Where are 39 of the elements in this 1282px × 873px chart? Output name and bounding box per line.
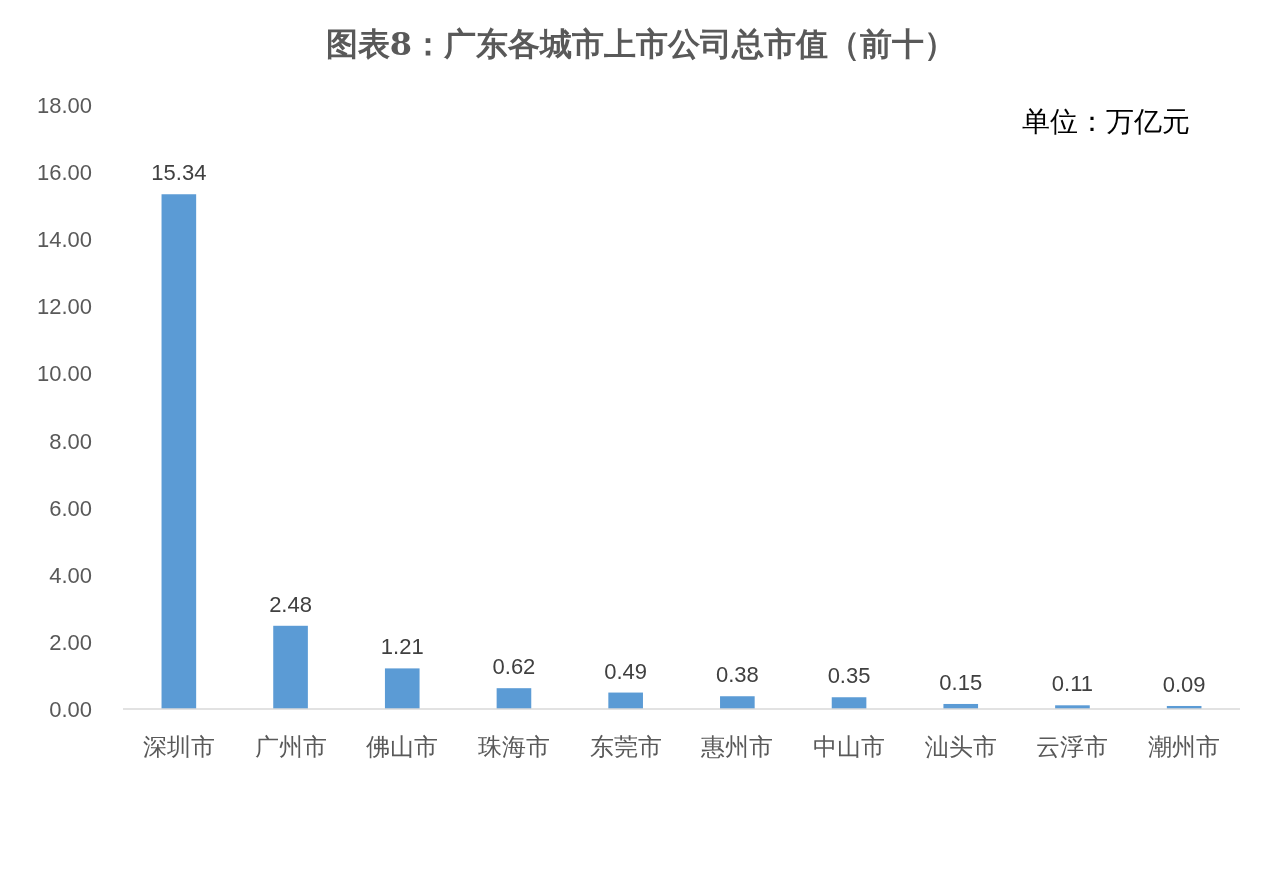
y-tick-label: 14.00 [36, 227, 92, 253]
x-tick-label: 汕头市 [924, 733, 997, 760]
bar [831, 697, 867, 709]
annotation: 单位：万亿元 [1022, 106, 1190, 137]
y-tick-label: 4.00 [49, 562, 92, 588]
y-tick-label: 2.00 [49, 629, 92, 655]
bar [161, 194, 197, 709]
x-tick-label: 东莞市 [589, 733, 662, 760]
y-tick-label: 0.00 [49, 697, 92, 722]
y-tick-label: 16.00 [36, 160, 92, 186]
data-label: 0.62 [492, 654, 536, 680]
data-label: 1.21 [380, 634, 424, 660]
data-label: 0.15 [939, 669, 983, 695]
bar [496, 688, 532, 709]
y-tick-label: 6.00 [49, 495, 92, 521]
data-label: 2.48 [269, 591, 312, 617]
data-label: 15.34 [151, 160, 207, 186]
data-label: 0.49 [604, 658, 648, 684]
y-tick-label: 10.00 [36, 361, 92, 387]
x-tick-label: 佛山市 [366, 733, 439, 760]
x-tick-label: 广州市 [254, 733, 327, 760]
data-label: 0.35 [827, 663, 871, 689]
x-tick-label: 深圳市 [142, 733, 215, 760]
bar [720, 696, 755, 709]
y-tick-label: 18.00 [36, 93, 92, 118]
bar [608, 692, 643, 709]
y-tick-label: 12.00 [36, 294, 92, 320]
x-tick-label: 惠州市 [700, 733, 774, 760]
data-label: 0.09 [1162, 671, 1206, 697]
data-label: 0.11 [1051, 671, 1094, 697]
x-tick-label: 云浮市 [1036, 733, 1109, 760]
bar [384, 668, 420, 709]
y-tick-label: 8.00 [49, 428, 92, 454]
x-tick-label: 珠海市 [477, 733, 550, 760]
x-tick-label: 潮州市 [1148, 733, 1221, 760]
bar [273, 625, 308, 709]
chart-title: 图表8：广东各城市上市公司总市值（前十） [325, 25, 957, 63]
data-label: 0.38 [715, 662, 759, 688]
x-tick-label: 中山市 [813, 733, 886, 760]
